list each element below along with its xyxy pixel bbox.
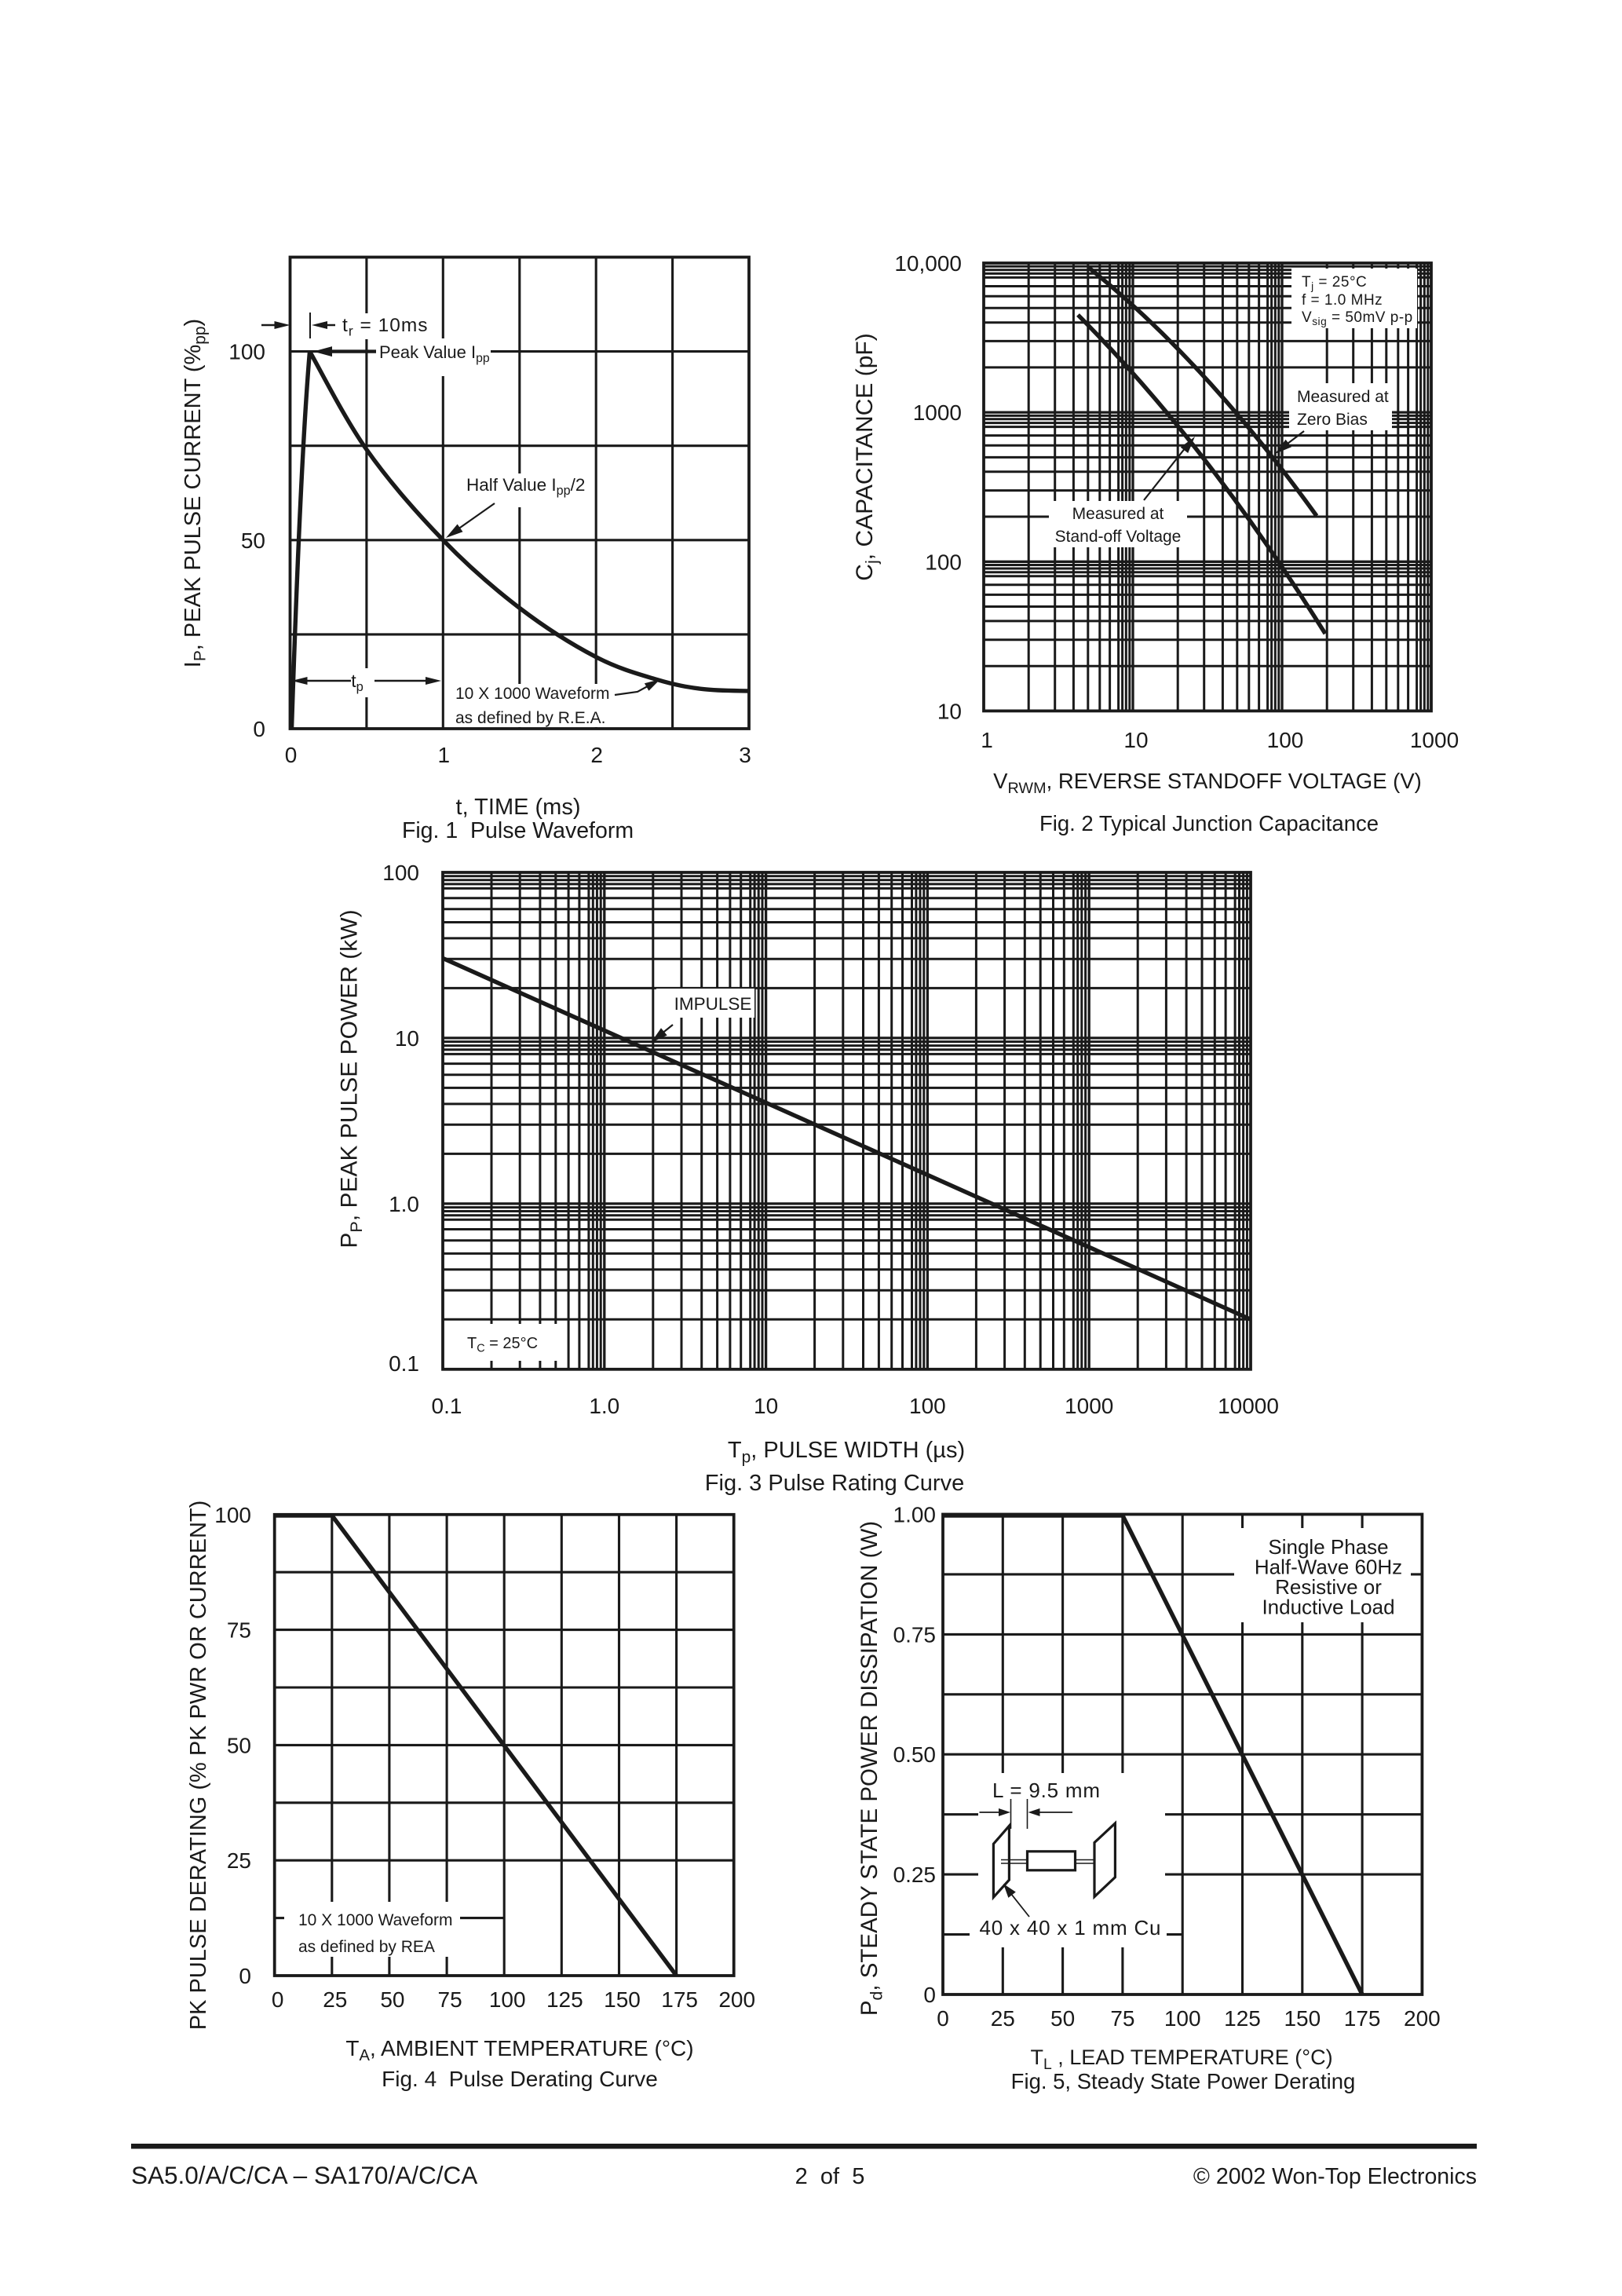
svg-text:1.00: 1.00 (893, 1503, 937, 1527)
svg-text:125: 125 (546, 1987, 583, 2012)
svg-text:1000: 1000 (1065, 1394, 1113, 1418)
svg-text:0: 0 (923, 1983, 936, 2007)
svg-text:VRWM​, REVERSE STANDOFF VOLTAG: VRWM​, REVERSE STANDOFF VOLTAGE (V) (993, 769, 1422, 797)
svg-text:IP​, PEAK PULSE CURRENT (%pp​): IP​, PEAK PULSE CURRENT (%pp​) (181, 319, 209, 667)
svg-text:0.1: 0.1 (389, 1351, 419, 1376)
svg-text:10 X 1000 Waveform: 10 X 1000 Waveform (298, 1911, 453, 1929)
svg-text:Zero Bias: Zero Bias (1297, 411, 1368, 429)
svg-text:100: 100 (489, 1987, 526, 2012)
svg-text:0.25: 0.25 (893, 1863, 937, 1887)
svg-text:10: 10 (1123, 728, 1148, 752)
svg-text:100: 100 (909, 1394, 946, 1418)
svg-text:as defined by R.E.A.: as defined by R.E.A. (455, 709, 605, 727)
svg-text:Half Value Ipp​/2: Half Value Ipp​/2 (466, 475, 585, 498)
svg-text:40 x 40 x 1 mm Cu: 40 x 40 x 1 mm Cu (980, 1916, 1162, 1940)
svg-text:Single Phase: Single Phase (1268, 1535, 1388, 1559)
svg-text:1.0: 1.0 (389, 1192, 419, 1216)
svg-text:L = 9.5 mm: L = 9.5 mm (992, 1779, 1101, 1802)
svg-text:0.75: 0.75 (893, 1622, 937, 1647)
svg-text:TC​ = 25°C: TC​ = 25°C (467, 1335, 538, 1355)
svg-text:Cj​, CAPACITANCE (pF): Cj​, CAPACITANCE (pF) (852, 333, 882, 580)
svg-text:0.50: 0.50 (893, 1742, 937, 1767)
svg-text:0: 0 (937, 2006, 949, 2031)
svg-text:100: 100 (1267, 728, 1304, 752)
svg-text:Pd​, STEADY STATE POWER DISSIP: Pd​, STEADY STATE POWER DISSIPATION (W) (857, 1521, 886, 2016)
svg-text:1: 1 (981, 728, 993, 752)
svg-text:100: 100 (1164, 2006, 1201, 2031)
svg-text:Fig. 5, Steady State Power Der: Fig. 5, Steady State Power Derating (1011, 2069, 1356, 2093)
svg-text:3: 3 (739, 743, 751, 767)
svg-text:Tp​, PULSE WIDTH (µs): Tp​, PULSE WIDTH (µs) (728, 1438, 965, 1466)
svg-text:10: 10 (937, 699, 962, 723)
svg-text:2 of 5: 2 of 5 (795, 2164, 865, 2189)
svg-text:175: 175 (661, 1987, 698, 2012)
svg-text:as defined by REA: as defined by REA (298, 1938, 435, 1956)
svg-text:1.0: 1.0 (589, 1394, 619, 1418)
svg-text:200: 200 (1404, 2006, 1441, 2031)
svg-text:50: 50 (241, 528, 265, 553)
svg-text:25: 25 (227, 1848, 251, 1873)
svg-text:50: 50 (227, 1733, 251, 1757)
svg-text:100: 100 (228, 340, 265, 364)
svg-text:0.1: 0.1 (432, 1394, 462, 1418)
svg-text:150: 150 (1284, 2006, 1321, 2031)
svg-text:75: 75 (1110, 2006, 1134, 2031)
svg-text:Vsig​ = 50mV p-p: Vsig​ = 50mV p-p (1302, 309, 1413, 327)
svg-text:Fig. 2 Typical Junction Capaci: Fig. 2 Typical Junction Capacitance (1039, 811, 1379, 835)
svg-text:50: 50 (380, 1987, 404, 2012)
svg-text:1: 1 (438, 743, 451, 767)
svg-text:Peak Value Ipp​: Peak Value Ipp​ (379, 342, 490, 365)
svg-text:Measured at: Measured at (1072, 505, 1164, 523)
svg-text:200: 200 (718, 1987, 755, 2012)
svg-text:25: 25 (991, 2006, 1015, 2031)
svg-text:Fig. 1 Pulse Waveform: Fig. 1 Pulse Waveform (402, 818, 634, 843)
svg-text:10,000: 10,000 (894, 251, 962, 276)
svg-text:tr​ = 10ms: tr​ = 10ms (342, 315, 429, 338)
svg-text:Half-Wave 60Hz: Half-Wave 60Hz (1255, 1556, 1402, 1579)
svg-text:Inductive Load: Inductive Load (1262, 1596, 1394, 1619)
svg-text:Tj​ = 25°C: Tj​ = 25°C (1302, 274, 1367, 292)
svg-text:Resistive or: Resistive or (1275, 1575, 1382, 1599)
svg-text:© 2002 Won-Top Electronics: © 2002 Won-Top Electronics (1193, 2164, 1477, 2189)
svg-text:0: 0 (239, 1964, 251, 1988)
svg-text:tp​: tp​ (351, 671, 363, 694)
svg-text:1000: 1000 (1410, 728, 1459, 752)
svg-text:2: 2 (590, 743, 603, 767)
svg-text:75: 75 (227, 1618, 251, 1643)
svg-text:t, TIME (ms): t, TIME (ms) (456, 795, 581, 820)
svg-text:Fig. 3 Pulse Rating Curve: Fig. 3 Pulse Rating Curve (705, 1471, 964, 1496)
svg-text:PK PULSE DERATING (% PK PWR OR: PK PULSE DERATING (% PK PWR OR CURRENT) (186, 1501, 211, 2031)
svg-text:1000: 1000 (913, 400, 962, 425)
svg-text:25: 25 (323, 1987, 347, 2012)
svg-text:10000: 10000 (1218, 1394, 1279, 1418)
svg-text:150: 150 (604, 1987, 641, 2012)
svg-text:SA5.0/A/C/CA – SA170/A/C/CA: SA5.0/A/C/CA – SA170/A/C/CA (131, 2161, 477, 2189)
svg-text:TA​, AMBIENT TEMPERATURE (°C): TA​, AMBIENT TEMPERATURE (°C) (345, 2036, 693, 2064)
svg-text:0: 0 (272, 1987, 284, 2012)
svg-text:100: 100 (214, 1503, 251, 1527)
svg-text:10 X 1000 Waveform: 10 X 1000 Waveform (455, 685, 610, 703)
svg-text:50: 50 (1050, 2006, 1075, 2031)
svg-text:TL​ , LEAD TEMPERATURE (°C): TL​ , LEAD TEMPERATURE (°C) (1030, 2046, 1332, 2073)
svg-text:Measured at: Measured at (1297, 388, 1389, 406)
svg-text:100: 100 (925, 550, 962, 574)
svg-text:IMPULSE: IMPULSE (674, 994, 752, 1014)
svg-text:f = 1.0 MHz: f = 1.0 MHz (1302, 292, 1383, 309)
svg-text:0: 0 (253, 717, 265, 741)
svg-text:75: 75 (438, 1987, 462, 2012)
svg-text:175: 175 (1344, 2006, 1381, 2031)
svg-text:10: 10 (754, 1394, 778, 1418)
svg-text:PP​, PEAK PULSE POWER (kW): PP​, PEAK PULSE POWER (kW) (337, 909, 367, 1248)
svg-text:Stand-off Voltage: Stand-off Voltage (1055, 528, 1182, 546)
svg-text:0: 0 (285, 743, 298, 767)
svg-text:125: 125 (1224, 2006, 1261, 2031)
svg-text:Fig. 4 Pulse Derating Curve: Fig. 4 Pulse Derating Curve (382, 2067, 658, 2091)
svg-text:10: 10 (395, 1026, 419, 1051)
svg-text:100: 100 (382, 861, 419, 885)
